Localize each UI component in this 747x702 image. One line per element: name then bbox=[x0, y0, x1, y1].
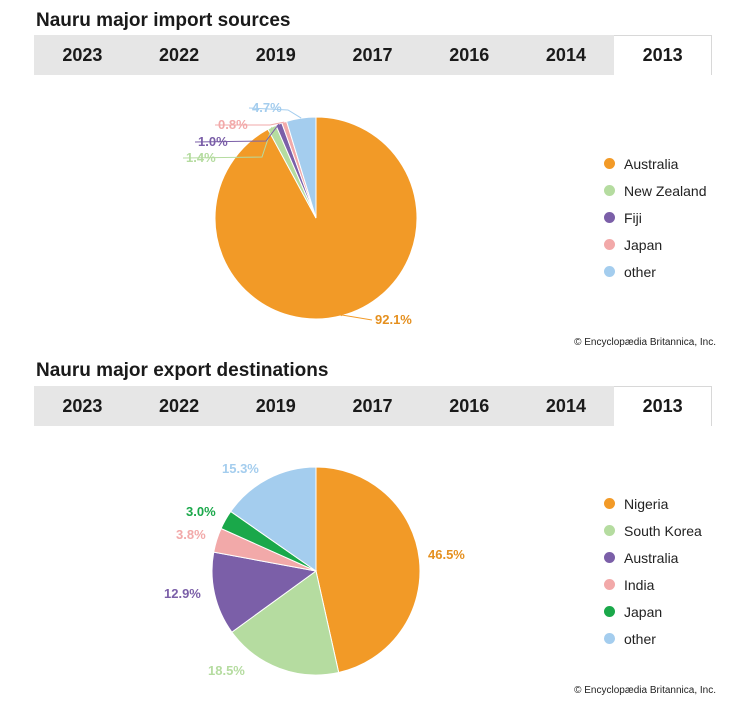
export-legend-item: Japan bbox=[604, 598, 702, 625]
import-pie-chart: 92.1% 1.4%1.0% 0.8% 4.7% bbox=[182, 100, 418, 327]
import-tab-2022[interactable]: 2022 bbox=[159, 44, 200, 65]
legend-swatch bbox=[604, 239, 615, 250]
legend-label: New Zealand bbox=[624, 182, 707, 199]
legend-label: Japan bbox=[624, 236, 663, 253]
import-legend-item: Australia bbox=[604, 150, 707, 177]
export-legend: Nigeria South Korea Australia India Japan oth… bbox=[604, 490, 702, 652]
import-data-label: 1.4% bbox=[186, 150, 216, 165]
export-tab-2022[interactable]: 2022 bbox=[159, 395, 200, 416]
legend-swatch bbox=[604, 266, 615, 277]
legend-label: other bbox=[624, 630, 656, 647]
import-data-label: 1.0% bbox=[198, 134, 228, 149]
import-leader-line bbox=[248, 107, 302, 119]
import-tab-2013[interactable]: 2013 bbox=[614, 35, 713, 75]
legend-label: India bbox=[624, 576, 655, 593]
import-chart-title: Nauru major import sources bbox=[36, 10, 291, 31]
import-legend-item: Japan bbox=[604, 231, 707, 258]
import-legend: Australia New Zealand Fiji Japan other bbox=[604, 150, 707, 285]
import-data-label: 0.8% bbox=[218, 117, 248, 132]
legend-label: Australia bbox=[624, 155, 679, 172]
export-chart-title: Nauru major export destinations bbox=[36, 360, 329, 381]
export-tab-2023[interactable]: 2023 bbox=[62, 395, 103, 416]
legend-swatch bbox=[604, 158, 615, 169]
import-tab-2014[interactable]: 2014 bbox=[545, 44, 586, 65]
legend-swatch bbox=[604, 552, 615, 563]
import-legend-item: other bbox=[604, 258, 707, 285]
export-legend-item: Australia bbox=[604, 544, 702, 571]
import-tab-2017[interactable]: 2017 bbox=[352, 44, 393, 65]
legend-swatch bbox=[604, 185, 615, 196]
import-tab-2019[interactable]: 2019 bbox=[255, 44, 296, 65]
legend-swatch bbox=[604, 606, 615, 617]
export-pie-chart: 46.5% 18.5% 12.9% 3.8% 3.0% 15.3% bbox=[164, 461, 465, 678]
legend-label: Fiji bbox=[624, 209, 642, 226]
import-data-label: 4.7% bbox=[252, 100, 282, 115]
export-data-label: 12.9% bbox=[164, 586, 201, 601]
export-slice-other[interactable] bbox=[230, 466, 317, 572]
legend-label: South Korea bbox=[624, 522, 702, 539]
legend-label: Japan bbox=[624, 603, 663, 620]
legend-label: other bbox=[624, 263, 656, 280]
import-year-tabs: 2023 2022 2019 2017 2016 2014 2013 bbox=[34, 35, 713, 75]
export-slice-nigeria[interactable] bbox=[315, 466, 421, 674]
export-legend-item: other bbox=[604, 625, 702, 652]
import-leader-line bbox=[215, 121, 285, 126]
export-slice-south-korea[interactable] bbox=[231, 570, 340, 676]
legend-swatch bbox=[604, 498, 615, 509]
export-slice-australia[interactable] bbox=[211, 551, 318, 633]
legend-label: Nigeria bbox=[624, 495, 669, 512]
export-tab-2016[interactable]: 2016 bbox=[449, 395, 490, 416]
export-credit: © Encyclopædia Britannica, Inc. bbox=[574, 685, 716, 696]
export-legend-item: South Korea bbox=[604, 517, 702, 544]
import-data-label: 92.1% bbox=[375, 312, 412, 327]
export-tab-2019[interactable]: 2019 bbox=[255, 395, 296, 416]
export-tab-2013[interactable]: 2013 bbox=[614, 386, 713, 426]
import-leader-line bbox=[194, 123, 280, 143]
export-data-label: 3.8% bbox=[176, 527, 206, 542]
import-leader-line bbox=[340, 314, 373, 321]
import-legend-item: Fiji bbox=[604, 204, 707, 231]
import-legend-item: New Zealand bbox=[604, 177, 707, 204]
legend-swatch bbox=[604, 212, 615, 223]
import-tab-2016[interactable]: 2016 bbox=[449, 44, 490, 65]
export-data-label: 18.5% bbox=[208, 663, 245, 678]
export-data-label: 46.5% bbox=[428, 547, 465, 562]
export-year-tabs: 2023 2022 2019 2017 2016 2014 2013 bbox=[34, 386, 713, 426]
export-data-label: 3.0% bbox=[186, 504, 216, 519]
export-legend-item: India bbox=[604, 571, 702, 598]
export-legend-item: Nigeria bbox=[604, 490, 702, 517]
import-tab-2023[interactable]: 2023 bbox=[62, 44, 103, 65]
export-tab-2017[interactable]: 2017 bbox=[352, 395, 393, 416]
legend-swatch bbox=[604, 525, 615, 536]
export-data-label: 15.3% bbox=[222, 461, 259, 476]
legend-swatch bbox=[604, 579, 615, 590]
import-credit: © Encyclopædia Britannica, Inc. bbox=[574, 337, 716, 348]
legend-swatch bbox=[604, 633, 615, 644]
export-tab-2014[interactable]: 2014 bbox=[545, 395, 586, 416]
legend-label: Australia bbox=[624, 549, 679, 566]
